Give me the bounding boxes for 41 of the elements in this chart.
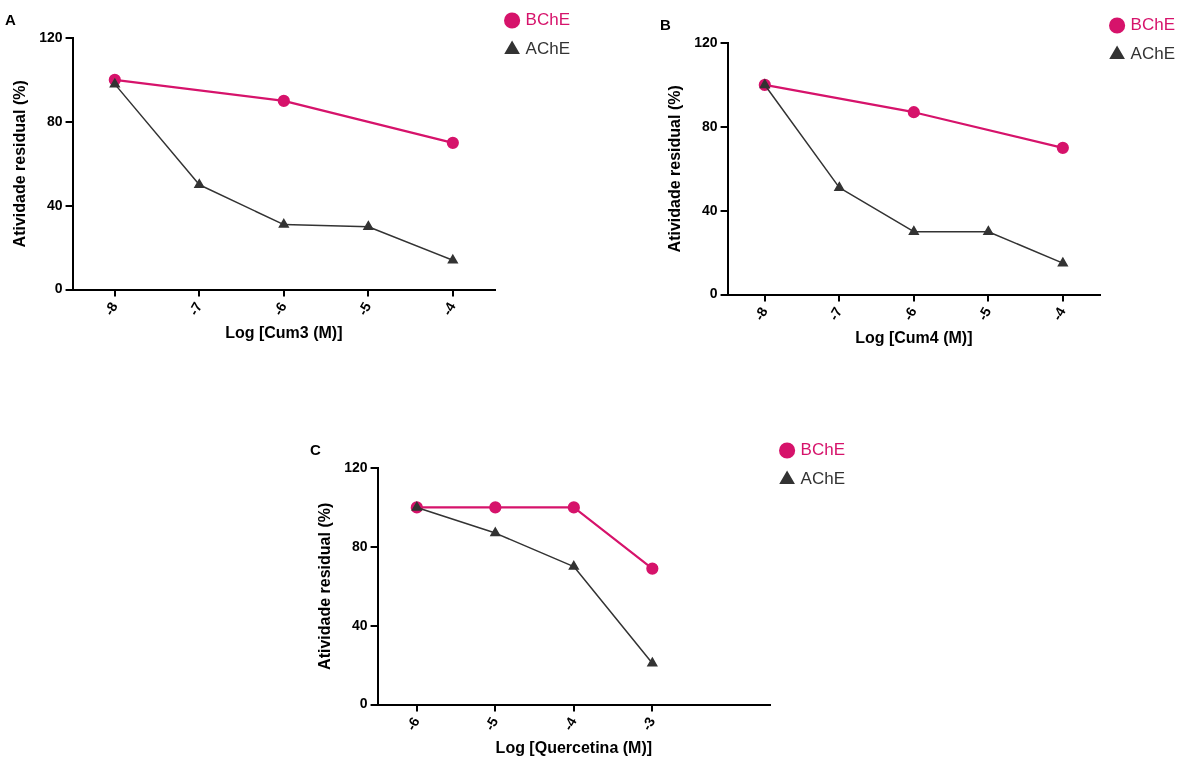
y-axis-title: Atividade residual (%) bbox=[316, 502, 334, 670]
x-tick-label: -5 bbox=[481, 714, 502, 734]
y-tick-label: 80 bbox=[46, 112, 63, 129]
y-axis-title: Atividade residual (%) bbox=[666, 85, 684, 253]
legend-label: BChE bbox=[1130, 15, 1176, 35]
legend-label: AChE bbox=[525, 39, 571, 59]
y-tick-label: 120 bbox=[694, 33, 718, 50]
legend-label: BChE bbox=[800, 440, 846, 460]
legend-label: BChE bbox=[525, 10, 571, 30]
x-axis-title: Log [Cum3 (M)] bbox=[225, 323, 343, 341]
y-tick-label: 40 bbox=[46, 196, 63, 213]
y-tick-label: 80 bbox=[701, 117, 718, 134]
y-axis-title: Atividade residual (%) bbox=[11, 80, 29, 248]
x-axis-title: Log [Quercetina (M)] bbox=[495, 738, 653, 756]
x-axis-title: Log [Cum4 (M)] bbox=[855, 328, 973, 346]
y-tick-label: 40 bbox=[701, 201, 718, 218]
x-tick-label: -3 bbox=[638, 714, 659, 734]
legend-label: AChE bbox=[800, 469, 846, 489]
x-tick-label: -5 bbox=[974, 304, 995, 324]
x-tick-label: -8 bbox=[100, 299, 121, 319]
y-tick-label: 120 bbox=[344, 458, 368, 475]
chart-title: A bbox=[5, 11, 16, 29]
chart-title: C bbox=[310, 441, 321, 459]
x-tick-label: -4 bbox=[438, 299, 459, 319]
y-tick-label: 0 bbox=[709, 285, 718, 302]
x-tick-label: -4 bbox=[559, 714, 580, 734]
y-tick-label: 80 bbox=[351, 537, 368, 554]
chart-title: B bbox=[660, 16, 671, 34]
x-tick-label: -6 bbox=[269, 299, 290, 319]
y-tick-label: 0 bbox=[359, 695, 368, 712]
legend-label: AChE bbox=[1130, 44, 1176, 64]
y-tick-label: 0 bbox=[54, 280, 63, 297]
x-tick-label: -5 bbox=[354, 299, 375, 319]
y-tick-label: 40 bbox=[351, 616, 368, 633]
y-tick-label: 120 bbox=[39, 28, 63, 45]
x-tick-label: -7 bbox=[185, 299, 206, 319]
x-tick-label: -4 bbox=[1048, 304, 1069, 324]
x-tick-label: -7 bbox=[825, 304, 846, 324]
x-tick-label: -6 bbox=[402, 714, 423, 734]
x-tick-label: -6 bbox=[899, 304, 920, 324]
x-tick-label: -8 bbox=[750, 304, 771, 324]
